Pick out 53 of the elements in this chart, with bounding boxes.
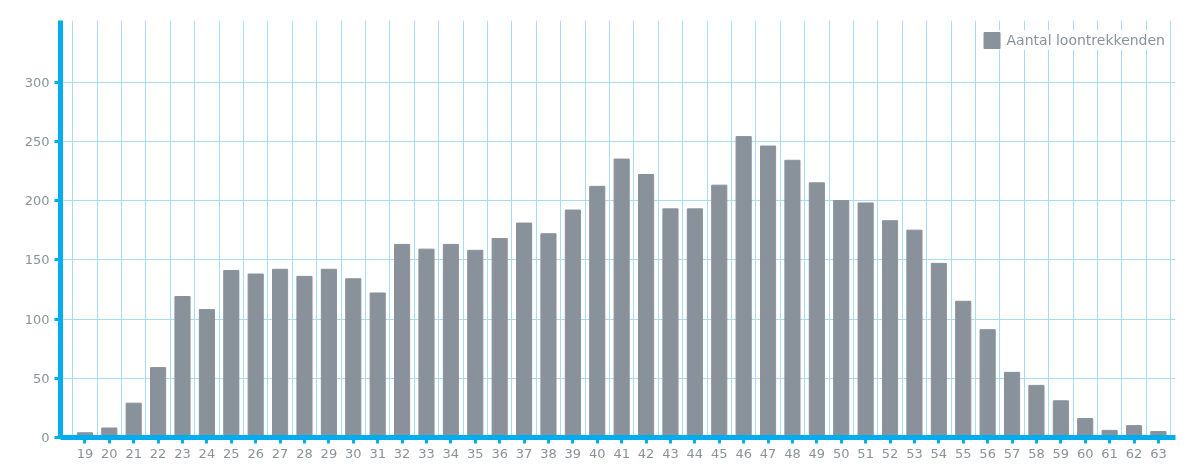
x-tick-label: 20 xyxy=(101,445,118,461)
x-tick-label: 27 xyxy=(271,445,289,461)
x-tick-label: 51 xyxy=(857,445,874,461)
x-tick-label: 22 xyxy=(149,445,167,461)
x-tick-label: 53 xyxy=(906,445,923,461)
x-tick-label: 37 xyxy=(515,445,533,461)
x-tick-label: 28 xyxy=(296,445,313,461)
y-tick-label: 300 xyxy=(24,74,50,90)
x-tick-label: 31 xyxy=(369,445,386,461)
x-tick-label: 59 xyxy=(1052,445,1070,461)
x-tick-label: 46 xyxy=(735,445,752,461)
y-tick-label: 0 xyxy=(41,430,50,445)
x-tick-label: 38 xyxy=(540,445,557,461)
x-tick-label: 52 xyxy=(881,445,899,461)
x-tick-label: 19 xyxy=(76,445,94,461)
x-tick-label: 56 xyxy=(979,445,996,461)
x-tick-label: 57 xyxy=(1003,445,1021,461)
x-tick-label: 33 xyxy=(418,445,435,461)
x-tick-label: 43 xyxy=(662,445,679,461)
x-tick-label: 61 xyxy=(1101,445,1118,461)
x-tick-label: 55 xyxy=(954,445,972,461)
x-tick-label: 32 xyxy=(393,445,411,461)
x-tick-label: 50 xyxy=(832,445,850,461)
y-tick-label: 150 xyxy=(24,252,50,268)
x-tick-label: 40 xyxy=(588,445,606,461)
y-tick-label: 100 xyxy=(24,311,50,327)
x-tick-label: 39 xyxy=(564,445,582,461)
y-tick-label: 50 xyxy=(32,370,50,386)
x-tick-label: 63 xyxy=(1150,445,1167,461)
x-tick-label: 45 xyxy=(710,445,728,461)
x-tick-label: 23 xyxy=(174,445,191,461)
x-tick-label: 54 xyxy=(930,445,948,461)
x-tick-label: 49 xyxy=(808,445,826,461)
x-tick-label: 29 xyxy=(320,445,338,461)
x-tick-label: 35 xyxy=(467,445,484,461)
x-tick-label: 48 xyxy=(784,445,801,461)
x-tick-label: 36 xyxy=(491,445,508,461)
x-tick-label: 58 xyxy=(1028,445,1045,461)
y-tick-label: 200 xyxy=(24,193,50,209)
x-tick-label: 60 xyxy=(1076,445,1094,461)
x-tick-label: 34 xyxy=(442,445,460,461)
x-tick-label: 42 xyxy=(637,445,655,461)
x-tick-label: 44 xyxy=(686,445,704,461)
y-tick-label: 250 xyxy=(24,133,50,149)
x-tick-label: 21 xyxy=(125,445,142,461)
x-tick-label: 30 xyxy=(345,445,362,461)
x-tick-label: 41 xyxy=(613,445,630,461)
legend-label: Aantal loontrekkenden xyxy=(1006,32,1165,48)
x-tick-label: 24 xyxy=(198,445,216,461)
x-tick-label: 26 xyxy=(247,445,264,461)
x-tick-label: 47 xyxy=(759,445,777,461)
x-tick-label: 62 xyxy=(1125,445,1143,461)
x-tick-label: 25 xyxy=(223,445,240,461)
